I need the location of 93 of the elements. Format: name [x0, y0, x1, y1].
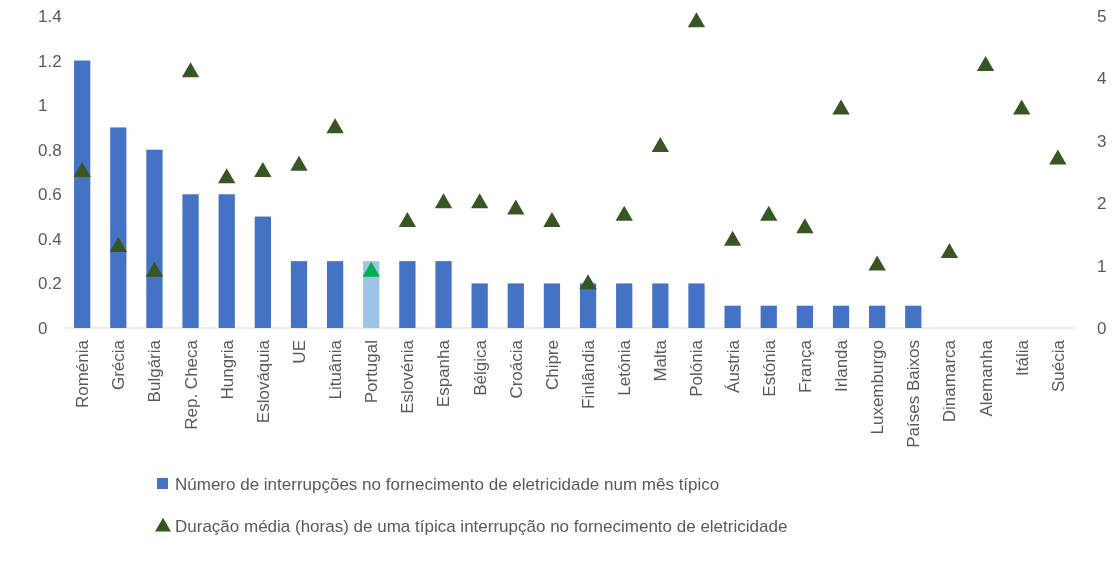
x-tick-label: Espanha	[434, 339, 454, 408]
bar	[832, 305, 850, 328]
legend-label: Duração média (horas) de uma típica interrupção no fornecimento de eletricidade	[175, 516, 788, 536]
point	[326, 118, 344, 134]
x-tick-label: Croácia	[506, 339, 526, 399]
y-tick-label: 1.2	[38, 51, 62, 71]
point	[1013, 99, 1031, 115]
bar	[905, 305, 922, 328]
bar	[326, 261, 344, 328]
point	[290, 155, 308, 171]
x-tick-label: Itália	[1012, 339, 1032, 376]
y2-tick-label: 2	[1097, 194, 1107, 214]
bar	[796, 305, 814, 328]
x-tick-label: Luxemburgo	[868, 340, 888, 435]
bar	[760, 305, 777, 328]
y-tick-label: 0	[38, 318, 48, 338]
point	[109, 236, 127, 252]
bar	[254, 216, 271, 328]
bar	[290, 261, 308, 328]
point	[579, 274, 597, 290]
point	[832, 99, 850, 115]
point	[471, 193, 489, 209]
x-tick-label: Portugal	[362, 340, 382, 404]
point	[651, 137, 669, 153]
y-tick-label: 0.8	[38, 140, 62, 160]
bar	[869, 305, 886, 328]
point	[181, 62, 200, 78]
bar	[110, 127, 127, 328]
point	[940, 243, 959, 259]
point	[796, 218, 814, 234]
point	[1049, 149, 1067, 165]
bar	[399, 261, 416, 328]
x-tick-label: Eslováquia	[253, 339, 273, 424]
x-tick-label: Grécia	[109, 339, 129, 391]
x-tick-label: Bélgica	[470, 339, 490, 396]
x-tick-label: Finlândia	[579, 339, 599, 409]
bar	[471, 283, 488, 328]
y2-tick-label: 5	[1097, 6, 1107, 26]
point	[398, 211, 417, 227]
x-tick-label: Rep. Checa	[181, 339, 201, 430]
x-tick-label: Áustria	[723, 339, 743, 393]
point	[507, 199, 525, 215]
x-tick-label: Dinamarca	[940, 339, 960, 423]
x-tick-label: Hungria	[217, 339, 237, 400]
point	[218, 168, 236, 184]
x-tick-label: Letónia	[615, 339, 635, 396]
bar	[182, 194, 199, 328]
bar	[146, 149, 163, 328]
x-tick-label: UE	[289, 340, 309, 364]
bar	[724, 305, 741, 328]
legend-label: Número de interrupções no fornecimento de eletricidade num mês típico	[175, 474, 720, 494]
x-tick-label: Países Baixos	[904, 340, 924, 448]
bar	[688, 283, 705, 328]
point	[976, 55, 995, 71]
x-tick-label: Roménia	[73, 339, 93, 409]
y-tick-label: 0.2	[38, 274, 62, 294]
bar	[507, 283, 524, 328]
y-tick-label: 1	[38, 96, 48, 116]
x-tick-label: França	[795, 339, 815, 393]
y2-tick-label: 1	[1097, 256, 1107, 276]
point	[687, 12, 706, 28]
point	[254, 162, 272, 177]
x-tick-label: Malta	[651, 339, 671, 382]
point	[543, 211, 561, 227]
x-tick-label: Polónia	[687, 339, 707, 397]
point	[434, 193, 453, 209]
bar	[616, 283, 633, 328]
bar	[543, 283, 561, 328]
bar	[218, 194, 235, 328]
x-tick-label: Alemanha	[976, 339, 996, 417]
point	[73, 162, 91, 177]
x-tick-label: Estónia	[759, 339, 779, 397]
point	[145, 261, 164, 277]
bar	[652, 283, 669, 328]
y2-tick-label: 0	[1097, 318, 1107, 338]
bar	[435, 261, 452, 328]
bar	[74, 60, 91, 328]
y2-tick-label: 4	[1097, 69, 1107, 89]
point	[615, 205, 633, 221]
y-tick-label: 1.4	[38, 6, 62, 26]
x-tick-label: Bulgária	[145, 339, 165, 403]
x-tick-label: Chipre	[542, 340, 562, 391]
y-tick-label: 0.6	[38, 185, 62, 205]
point	[868, 255, 886, 271]
point	[362, 261, 380, 277]
x-tick-label: Lituânia	[326, 339, 346, 400]
x-tick-label: Irlanda	[831, 339, 851, 392]
y2-tick-label: 3	[1097, 131, 1107, 151]
y-tick-label: 0.4	[38, 229, 62, 249]
x-tick-label: Suécia	[1048, 339, 1068, 392]
point	[760, 205, 778, 221]
x-tick-label: Eslovénia	[398, 339, 418, 414]
point	[723, 230, 742, 246]
